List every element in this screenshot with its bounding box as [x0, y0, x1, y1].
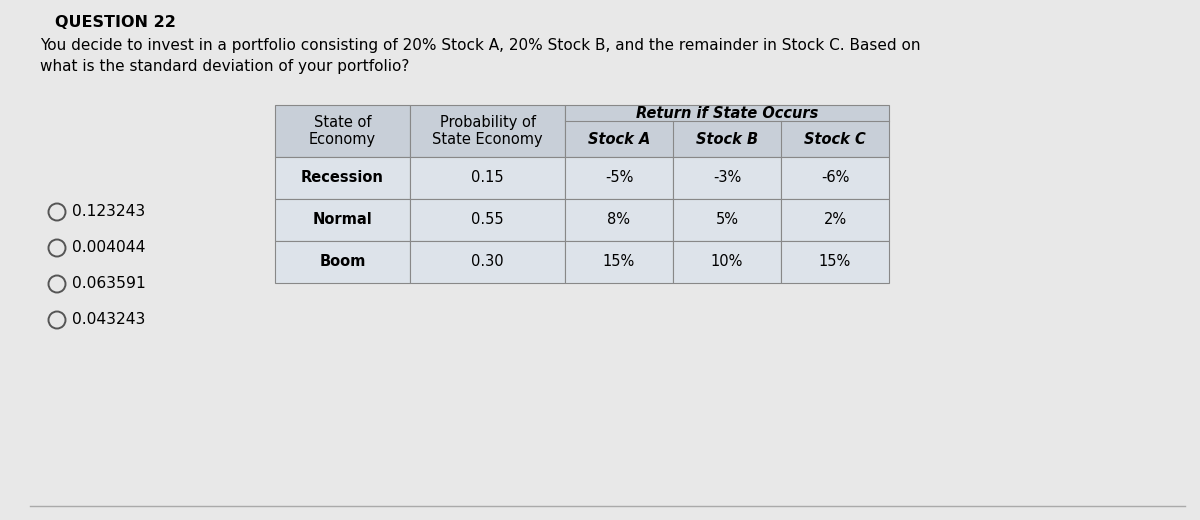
Text: Recession: Recession [301, 171, 384, 186]
Text: 0.30: 0.30 [472, 254, 504, 269]
Bar [781, 157, 889, 199]
Text: QUESTION 22: QUESTION 22 [55, 15, 176, 30]
Bar [673, 241, 781, 283]
Text: 0.063591: 0.063591 [72, 277, 145, 292]
Text: 2%: 2% [823, 213, 846, 228]
Bar [410, 157, 565, 199]
Text: 10%: 10% [710, 254, 743, 269]
Text: Stock C: Stock C [804, 132, 866, 147]
Text: Normal: Normal [313, 213, 372, 228]
Text: 0.004044: 0.004044 [72, 240, 145, 255]
Text: Probability of
State Economy: Probability of State Economy [432, 115, 542, 147]
Bar [781, 241, 889, 283]
Text: State of
Economy: State of Economy [308, 115, 376, 147]
Text: 15%: 15% [602, 254, 635, 269]
Bar [565, 157, 673, 199]
Text: 5%: 5% [715, 213, 738, 228]
Bar [275, 157, 410, 199]
Bar [565, 199, 673, 241]
Text: Return if State Occurs: Return if State Occurs [636, 106, 818, 121]
Bar [673, 157, 781, 199]
Text: what is the standard deviation of your portfolio?: what is the standard deviation of your p… [40, 59, 409, 74]
Bar [410, 241, 565, 283]
Bar [275, 105, 410, 157]
Text: 15%: 15% [818, 254, 851, 269]
Text: -3%: -3% [713, 171, 742, 186]
Bar [565, 105, 889, 157]
Text: 0.043243: 0.043243 [72, 313, 145, 328]
Bar [410, 199, 565, 241]
Text: 8%: 8% [607, 213, 630, 228]
Text: Stock B: Stock B [696, 132, 758, 147]
Text: -6%: -6% [821, 171, 850, 186]
Text: You decide to invest in a portfolio consisting of 20% Stock A, 20% Stock B, and : You decide to invest in a portfolio cons… [40, 38, 920, 53]
Bar [410, 105, 565, 157]
Bar [781, 199, 889, 241]
Text: Stock A: Stock A [588, 132, 650, 147]
Text: -5%: -5% [605, 171, 634, 186]
Bar [275, 241, 410, 283]
Text: 0.15: 0.15 [472, 171, 504, 186]
Bar [565, 241, 673, 283]
Bar [673, 199, 781, 241]
Text: 0.123243: 0.123243 [72, 204, 145, 219]
Bar [275, 199, 410, 241]
Text: Boom: Boom [319, 254, 366, 269]
Text: 0.55: 0.55 [472, 213, 504, 228]
